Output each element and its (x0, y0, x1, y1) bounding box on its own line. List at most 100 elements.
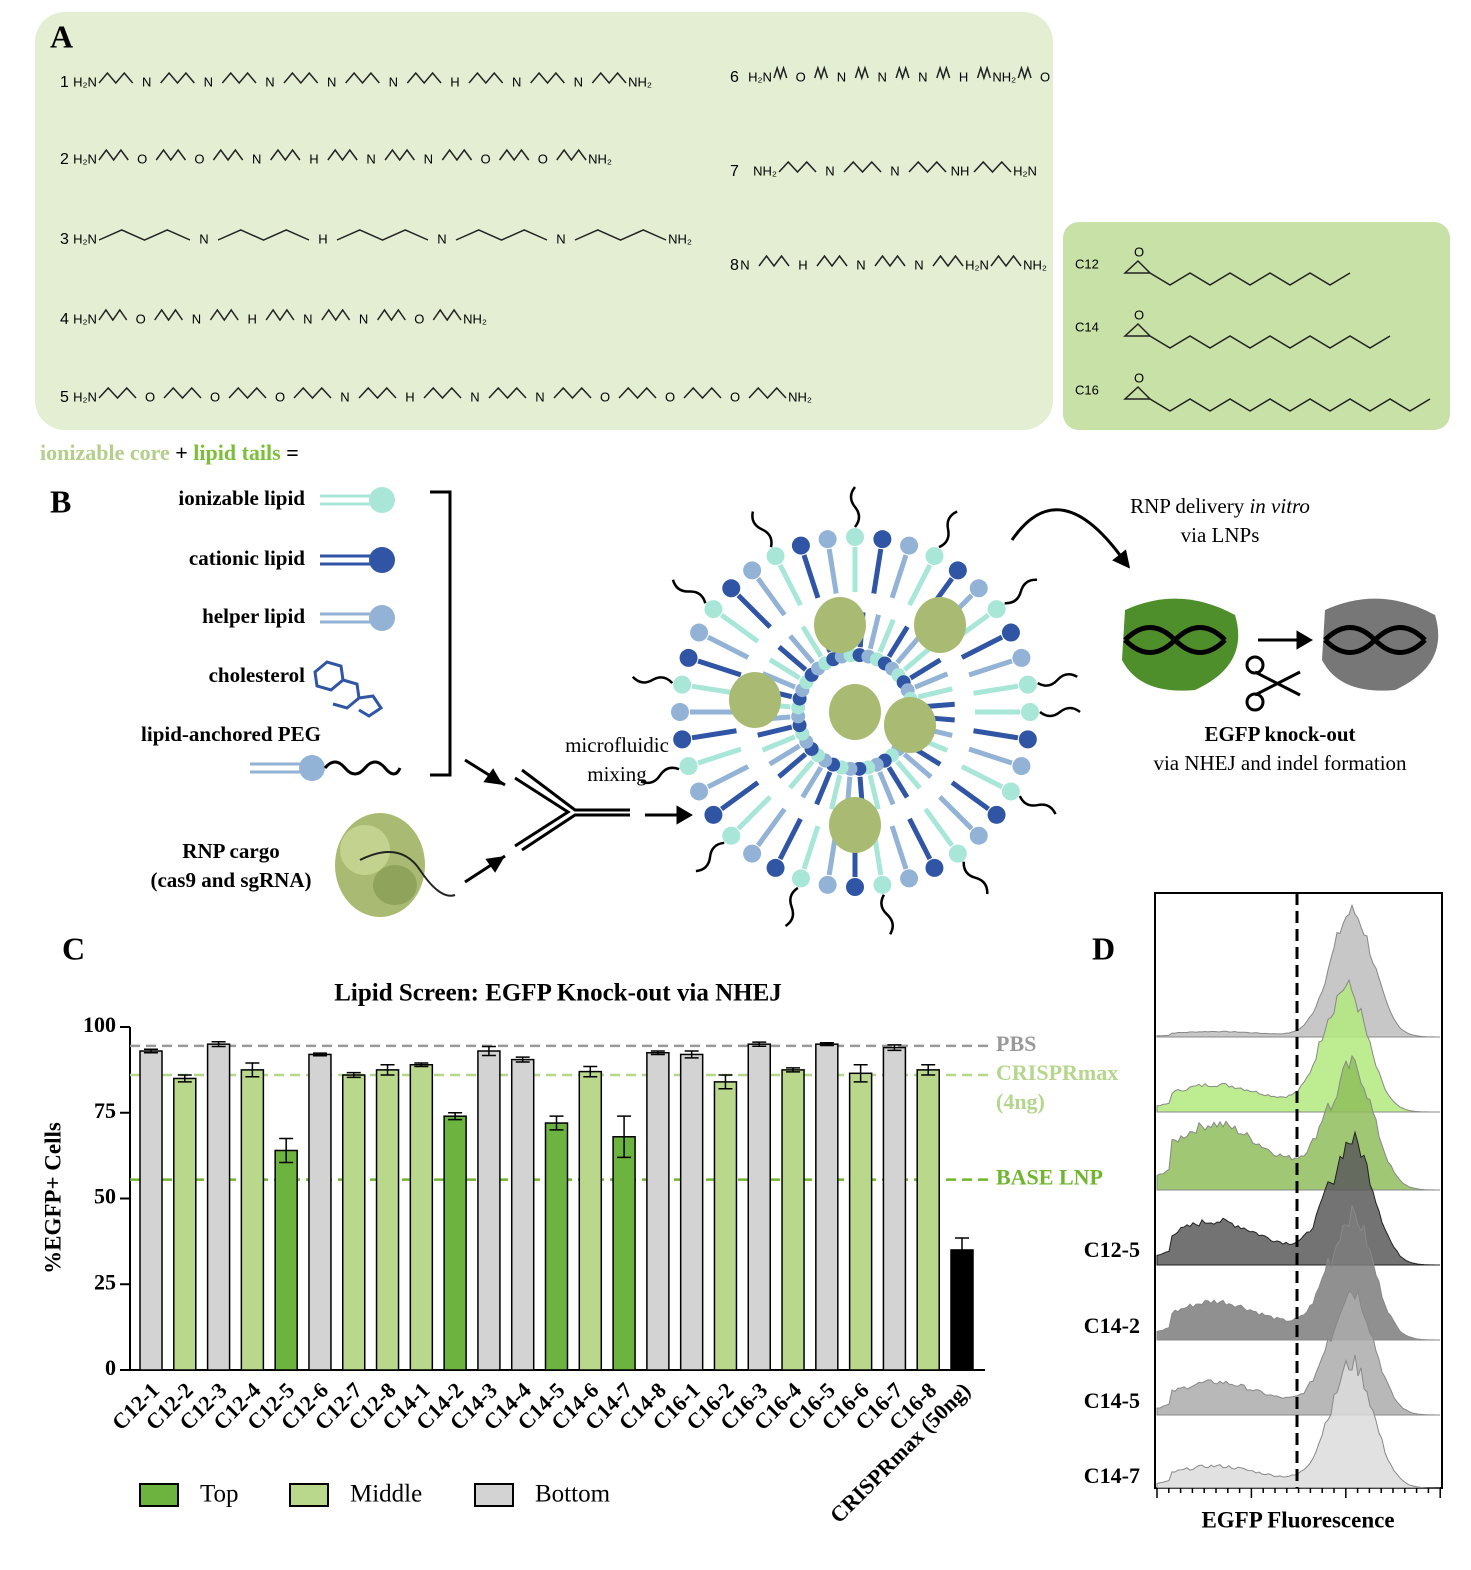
lnp-inner-tail (877, 618, 896, 653)
atom-label: O (194, 151, 204, 166)
atom-label: N (252, 151, 261, 166)
lnp-lipid-tail (938, 795, 974, 831)
atom-label: O (730, 389, 740, 404)
error-bar (515, 1056, 530, 1063)
lnp-peg (1037, 673, 1078, 687)
lnp-lipid-head (743, 844, 762, 863)
error-bar (380, 1063, 395, 1076)
lnp-peg (695, 841, 725, 873)
atom-label: NH₂ (463, 311, 487, 326)
oxygen-label: O (1134, 307, 1144, 322)
lipid-tail (320, 554, 370, 566)
atom-label: N (142, 74, 151, 89)
error-bar (245, 1062, 260, 1078)
epoxide (1123, 322, 1152, 337)
atom-label: NH₂ (753, 163, 777, 178)
panel-letter: D (1092, 930, 1115, 966)
lnp-lipid-head (900, 536, 919, 555)
atom-label: NH₂ (628, 74, 652, 89)
lnp-lipid-tail (960, 764, 1004, 790)
atom-label: O (145, 389, 155, 404)
lnp-inner-tail (757, 724, 793, 738)
lnp-inner-tail (886, 766, 910, 799)
legend-swatch (139, 1483, 179, 1507)
lnp-lipid-head (722, 826, 741, 845)
y-tick-label: 0 (105, 1355, 116, 1380)
bond-chain (98, 148, 587, 162)
lnp-rnp (914, 597, 966, 653)
atom-label: N (877, 69, 886, 84)
mixing-label: mixing (587, 762, 647, 786)
component-label: ionizable lipid (178, 486, 305, 510)
error-bar (414, 1062, 429, 1068)
lnp-lipid-head (673, 730, 692, 749)
compound-number: 2 (60, 151, 69, 168)
lnp-lipid-head (673, 675, 692, 694)
atom-label: NH₂ (788, 389, 812, 404)
atom-label: O (600, 389, 610, 404)
lnp-inner-tail (902, 645, 933, 672)
lnp-lipid-tail (973, 683, 1019, 696)
legend-swatch (289, 1483, 329, 1507)
bond-chain (98, 308, 462, 322)
lnp-inner-tail (768, 657, 801, 681)
atom-label: N (359, 311, 368, 326)
lnp-lipid-head (722, 579, 741, 598)
atom-label: N (837, 69, 846, 84)
lnp-lipid-head (873, 530, 892, 549)
error-bar (921, 1063, 936, 1076)
tail-label: C16 (1075, 382, 1099, 397)
lnp-inner-tail (800, 766, 824, 799)
cholesterol (313, 660, 384, 718)
bond-chain (98, 386, 787, 400)
atom-label: N (918, 69, 927, 84)
atom-label: O (480, 151, 490, 166)
lnp-lipid-tail (871, 548, 884, 594)
atom-label: NH₂ (668, 231, 692, 246)
lnp-lipid-head (925, 858, 944, 877)
bar (815, 1043, 839, 1371)
legend-label: Bottom (535, 1481, 611, 1508)
atom-label: O (137, 151, 147, 166)
bar (375, 1069, 400, 1371)
bar (747, 1043, 771, 1371)
bond-chain (758, 254, 1022, 268)
rnp-cargo (335, 813, 456, 917)
lnp-inner-tail (886, 625, 910, 658)
error-bar (481, 1045, 496, 1057)
atom-label: O (796, 69, 806, 84)
lnp-lipid-head (791, 869, 810, 888)
error-bar (279, 1137, 294, 1164)
lnp-lipid-head (1012, 757, 1031, 776)
lnp-lipid-head (1001, 623, 1020, 642)
bar (240, 1069, 265, 1371)
lnp-lipid-head (766, 547, 785, 566)
atom-label: N (389, 74, 398, 89)
atom-label: NH₂ (1023, 257, 1047, 272)
component-label: cholesterol (209, 663, 306, 687)
lnp-inner-tail (914, 671, 949, 690)
compound-number: 1 (60, 74, 69, 91)
panel-letter: C (62, 930, 85, 966)
y-tick-label: 50 (94, 1184, 116, 1209)
error-bar (583, 1065, 598, 1078)
error-bar (177, 1074, 192, 1083)
compound-number: 8 (730, 257, 739, 274)
lnp-peg (1039, 706, 1081, 718)
atom-label: O (136, 311, 146, 326)
lnp-lipid-tail (801, 554, 821, 599)
cargo-label: (cas9 and sgRNA) (150, 868, 311, 892)
lnp-lipid-tail (706, 764, 750, 790)
lnp-rnp (729, 672, 781, 728)
error-bar (887, 1044, 902, 1052)
lnp-inner-tail (814, 771, 833, 806)
atom-label: H (309, 151, 318, 166)
bracket (430, 490, 452, 777)
lnp-lipid-head (818, 530, 837, 549)
atom-label: N (199, 231, 208, 246)
lnp-lipid-head (766, 858, 785, 877)
error-bar (955, 1237, 969, 1263)
bar (781, 1069, 805, 1371)
lnp-lipid-tail (889, 554, 909, 599)
